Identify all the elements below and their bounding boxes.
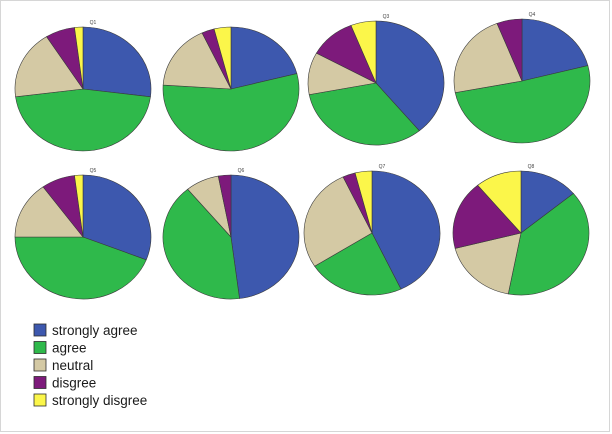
slice-disgree — [452, 184, 522, 249]
slice-strongly-disgree — [477, 170, 522, 234]
slice-neutral — [14, 36, 84, 98]
slice-strongly-disgree — [74, 26, 84, 90]
legend-label: neutral — [52, 358, 93, 373]
slice-agree — [454, 65, 591, 144]
legend: strongly agree agree neutral disgree strongl… — [33, 323, 147, 408]
slice-disgree — [496, 18, 523, 82]
pie-title: Q4 — [529, 12, 536, 18]
slice-strongly-agree — [230, 26, 298, 90]
legend-label: strongly disgree — [52, 393, 147, 408]
pie-title: Q7 — [379, 164, 386, 170]
slice-agree — [308, 82, 420, 146]
legend-swatch — [33, 376, 47, 389]
legend-swatch — [33, 341, 47, 354]
slice-strongly-agree — [520, 170, 574, 234]
slice-agree — [162, 188, 240, 300]
pie-3: Q3 — [307, 14, 445, 146]
slice-neutral — [453, 22, 523, 93]
pie-title: Q8 — [528, 164, 535, 170]
legend-label: strongly agree — [52, 323, 138, 338]
slice-agree — [15, 88, 151, 152]
slice-strongly-disgree — [213, 26, 232, 90]
slice-agree — [162, 73, 300, 152]
slice-neutral — [14, 186, 84, 238]
legend-swatch — [33, 358, 47, 372]
slice-neutral — [162, 32, 232, 90]
slice-strongly-disgree — [74, 174, 84, 238]
legend-label: disgree — [52, 376, 96, 391]
slice-strongly-agree — [230, 174, 300, 299]
legend-label: agree — [52, 341, 87, 356]
pie-title: Q1 — [90, 20, 97, 26]
slice-strongly-agree — [82, 26, 152, 98]
pie-1: Q1 — [14, 20, 152, 152]
pie-title: Q6 — [238, 168, 245, 174]
slice-strongly-agree — [371, 170, 441, 290]
legend-item: neutral — [33, 358, 93, 373]
slice-strongly-disgree — [354, 170, 373, 234]
pie-title: Q3 — [383, 14, 390, 20]
slice-strongly-agree — [521, 18, 589, 82]
slice-neutral — [454, 232, 522, 295]
legend-item: strongly agree — [33, 323, 138, 338]
pie-2 — [162, 26, 300, 152]
legend-item: strongly disgree — [33, 393, 147, 408]
slice-strongly-agree — [82, 174, 152, 261]
pie-5: Q5 — [14, 168, 152, 300]
slice-neutral — [303, 176, 373, 267]
slice-agree — [507, 193, 590, 296]
legend-item: agree — [33, 341, 87, 356]
legend-item: disgree — [33, 376, 96, 391]
legend-swatch — [33, 393, 47, 407]
slice-strongly-agree — [375, 20, 445, 132]
pie-6: Q6 — [162, 168, 300, 300]
pie-7: Q7 — [303, 164, 441, 296]
slice-agree — [14, 236, 147, 300]
legend-swatch — [33, 323, 47, 337]
slice-agree — [314, 232, 402, 296]
slice-strongly-disgree — [350, 20, 377, 84]
pie-title: Q5 — [90, 168, 97, 174]
slice-disgree — [217, 174, 232, 238]
pie-4: Q4 — [453, 12, 591, 144]
pie-8: Q8 — [452, 164, 590, 296]
